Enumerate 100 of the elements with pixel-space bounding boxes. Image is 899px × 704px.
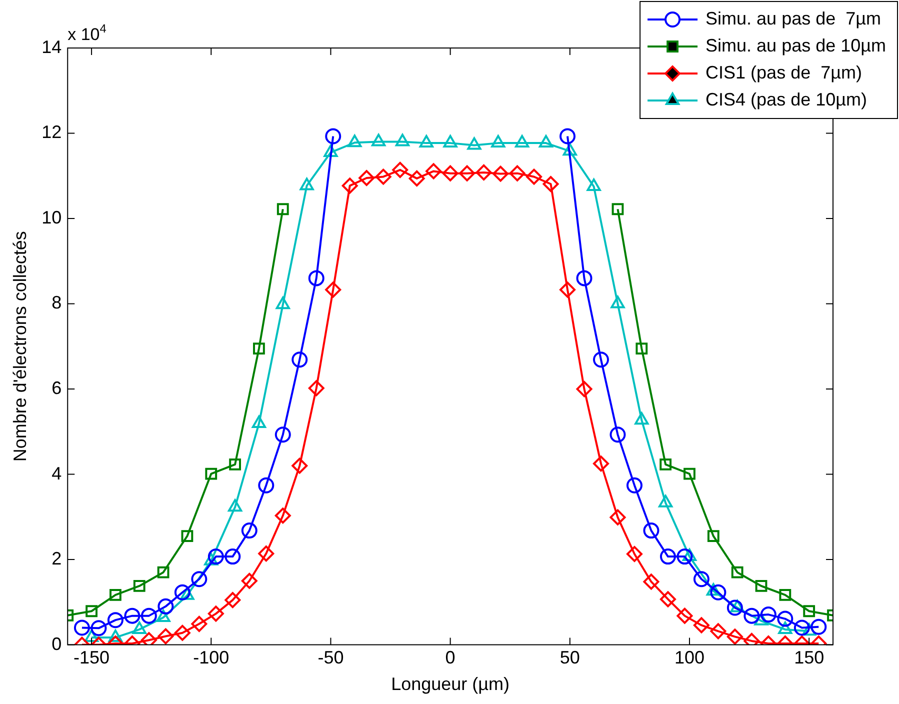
point xyxy=(276,203,289,216)
point xyxy=(810,618,827,635)
point xyxy=(610,509,626,526)
point xyxy=(258,477,274,494)
point xyxy=(342,178,358,194)
x-tick-label: -100 xyxy=(193,648,230,668)
point xyxy=(693,617,710,634)
point xyxy=(626,546,642,562)
point xyxy=(308,270,324,286)
point xyxy=(300,178,314,190)
point xyxy=(443,135,458,148)
y-tick-label: 0 xyxy=(52,634,62,654)
point xyxy=(158,628,174,644)
point xyxy=(592,352,609,368)
point xyxy=(241,522,258,539)
point xyxy=(253,342,265,354)
point xyxy=(276,296,290,310)
point xyxy=(191,616,208,632)
y-tick-label: 14 xyxy=(42,36,62,57)
point xyxy=(408,170,425,186)
point xyxy=(676,548,693,565)
point xyxy=(744,608,760,624)
point xyxy=(228,499,242,512)
point xyxy=(86,605,98,618)
point xyxy=(371,134,386,146)
point xyxy=(358,170,375,186)
legend-label: Simu. au pas de 10µm xyxy=(706,35,886,56)
point xyxy=(803,605,816,618)
point xyxy=(292,458,308,474)
point xyxy=(140,608,157,624)
point xyxy=(576,270,592,286)
point xyxy=(274,508,291,524)
point xyxy=(562,143,577,156)
point xyxy=(560,128,576,144)
point xyxy=(133,580,146,592)
point xyxy=(157,566,170,578)
x-tick-label: 0 xyxy=(445,648,456,668)
point xyxy=(660,591,676,608)
point xyxy=(375,168,392,185)
y-axis-title: Nombre d'électrons collectés xyxy=(10,231,30,462)
point xyxy=(419,135,434,148)
point xyxy=(634,412,649,425)
x-tick-label: 100 xyxy=(674,648,705,668)
point xyxy=(191,571,208,588)
point xyxy=(760,606,776,623)
point xyxy=(110,588,122,601)
point xyxy=(324,144,338,157)
point xyxy=(586,178,601,192)
point xyxy=(426,163,442,180)
point xyxy=(292,352,308,368)
x-tick-label: 150 xyxy=(794,648,824,668)
point xyxy=(107,612,124,628)
point xyxy=(229,458,241,470)
point xyxy=(643,574,660,590)
point xyxy=(274,426,291,443)
point xyxy=(610,296,625,308)
y-tick-label: 8 xyxy=(52,292,62,313)
point xyxy=(693,571,710,588)
point xyxy=(755,580,768,592)
point xyxy=(612,203,624,216)
point xyxy=(325,128,342,144)
point xyxy=(205,468,218,480)
point xyxy=(779,588,792,601)
point xyxy=(726,628,743,645)
point xyxy=(626,477,642,494)
point xyxy=(660,548,676,565)
point xyxy=(515,135,530,148)
point xyxy=(348,134,362,148)
point xyxy=(676,608,693,624)
point xyxy=(459,165,476,182)
y-tick-label: 4 xyxy=(52,463,62,484)
point xyxy=(576,381,592,398)
point xyxy=(560,282,576,298)
point xyxy=(224,592,241,608)
point xyxy=(660,458,672,470)
x-tick-label: -50 xyxy=(318,648,344,668)
point xyxy=(90,620,107,636)
point xyxy=(710,623,726,640)
point xyxy=(684,468,696,480)
point xyxy=(592,456,609,472)
point xyxy=(509,165,526,182)
point xyxy=(707,530,720,542)
point xyxy=(636,342,648,354)
y-tick-label: 2 xyxy=(52,548,62,569)
point xyxy=(710,584,726,600)
y-tick-label: 6 xyxy=(52,378,62,398)
point xyxy=(682,548,697,562)
point xyxy=(726,600,743,616)
point xyxy=(308,380,324,396)
point xyxy=(643,522,660,539)
point xyxy=(392,162,408,178)
x-axis-title: Longueur (µm) xyxy=(391,674,510,694)
point xyxy=(526,168,542,185)
legend-label: CIS4 (pas de 10µm) xyxy=(706,89,867,110)
point xyxy=(208,606,224,622)
point xyxy=(208,548,224,565)
point xyxy=(731,566,744,578)
point xyxy=(158,598,174,614)
y-tick-label: 12 xyxy=(42,122,62,142)
point xyxy=(442,165,458,182)
